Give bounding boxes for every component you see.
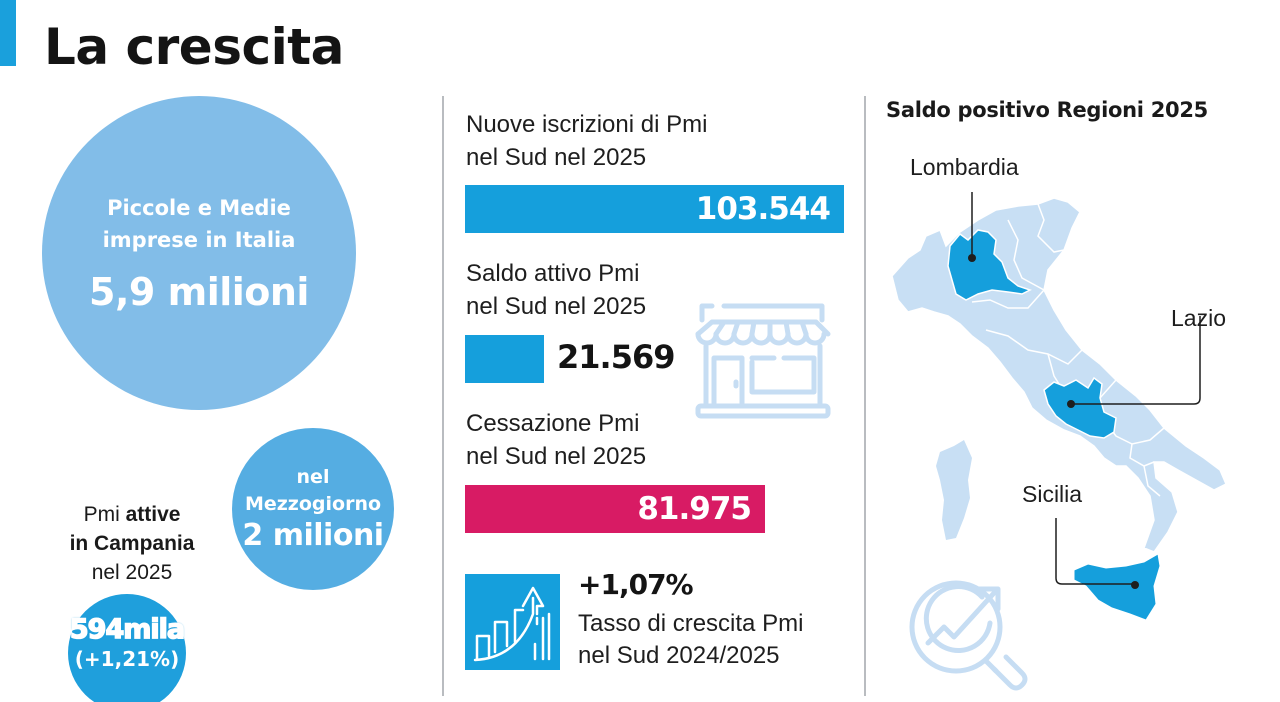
closures-bar: 81.975 bbox=[465, 485, 765, 533]
mezzogiorno-value: 2 milioni bbox=[242, 518, 384, 553]
growth-chart-icon bbox=[473, 586, 551, 662]
growth-rate-label-line1: Tasso di crescita Pmi bbox=[578, 610, 804, 637]
campania-bold2: in Campania bbox=[69, 532, 195, 555]
closures-label: Cessazione Pmi nel Sud nel 2025 bbox=[466, 407, 646, 473]
mezzogiorno-circle: nel Mezzogiorno 2 milioni bbox=[232, 428, 394, 590]
campania-suffix: nel 2025 bbox=[91, 561, 173, 584]
closures-label-line1: Cessazione Pmi bbox=[466, 410, 640, 437]
new-registrations-label-line2: nel Sud nel 2025 bbox=[466, 144, 647, 171]
map-label-lazio: Lazio bbox=[1171, 305, 1226, 331]
campania-prefix: Pmi bbox=[83, 503, 126, 526]
map-label-lombardia: Lombardia bbox=[910, 154, 1019, 180]
growth-rate-value: +1,07% bbox=[578, 568, 694, 601]
active-balance-label-line2: nel Sud nel 2025 bbox=[466, 293, 647, 320]
italy-circle-line2: imprese in Italia bbox=[102, 228, 296, 252]
map-title: Saldo positivo Regioni 2025 bbox=[886, 98, 1208, 122]
campania-label: Pmi attive in Campania nel 2025 bbox=[52, 500, 212, 587]
map-region-sicilia bbox=[1073, 553, 1161, 621]
shop-storefront-icon bbox=[695, 303, 831, 419]
mezzogiorno-line1: nel bbox=[296, 466, 330, 488]
active-balance-label-line1: Saldo attivo Pmi bbox=[466, 260, 640, 287]
active-balance-bar bbox=[465, 335, 544, 383]
magnifier-trend-icon bbox=[909, 580, 1028, 691]
column-divider-right bbox=[864, 96, 866, 696]
new-registrations-label-line1: Nuove iscrizioni di Pmi bbox=[466, 111, 708, 138]
growth-chart-icon-box bbox=[465, 574, 560, 670]
growth-rate-label-line2: nel Sud 2024/2025 bbox=[578, 642, 780, 669]
map-region-lazio bbox=[1043, 376, 1117, 439]
column-divider-left bbox=[442, 96, 444, 696]
campania-value: 594mila bbox=[69, 613, 186, 646]
new-registrations-value: 103.544 bbox=[695, 191, 831, 227]
new-registrations-label: Nuove iscrizioni di Pmi nel Sud nel 2025 bbox=[466, 108, 707, 174]
growth-rate-label: Tasso di crescita Pmi nel Sud 2024/2025 bbox=[578, 608, 803, 672]
map-label-sicilia: Sicilia bbox=[1022, 481, 1083, 507]
map-region-sardegna bbox=[936, 440, 972, 540]
campania-bold1: attive bbox=[125, 503, 181, 526]
active-balance-value: 21.569 bbox=[557, 338, 675, 376]
closures-label-line2: nel Sud nel 2025 bbox=[466, 443, 647, 470]
map-region-lombardia bbox=[947, 229, 1032, 301]
new-registrations-bar: 103.544 bbox=[465, 185, 844, 233]
italy-circle-line1: Piccole e Medie bbox=[107, 196, 291, 220]
campania-change: (+1,21%) bbox=[74, 647, 180, 671]
italy-sme-circle: Piccole e Medie imprese in Italia 5,9 mi… bbox=[42, 96, 356, 410]
active-balance-label: Saldo attivo Pmi nel Sud nel 2025 bbox=[466, 257, 646, 323]
closures-value: 81.975 bbox=[637, 491, 752, 527]
title-accent-bar bbox=[0, 0, 16, 66]
campania-circle: 594mila (+1,21%) bbox=[68, 594, 186, 702]
page-title: La crescita bbox=[44, 18, 344, 76]
italy-circle-value: 5,9 milioni bbox=[89, 270, 309, 314]
mezzogiorno-line2: Mezzogiorno bbox=[244, 493, 382, 515]
italy-map bbox=[891, 192, 1227, 621]
